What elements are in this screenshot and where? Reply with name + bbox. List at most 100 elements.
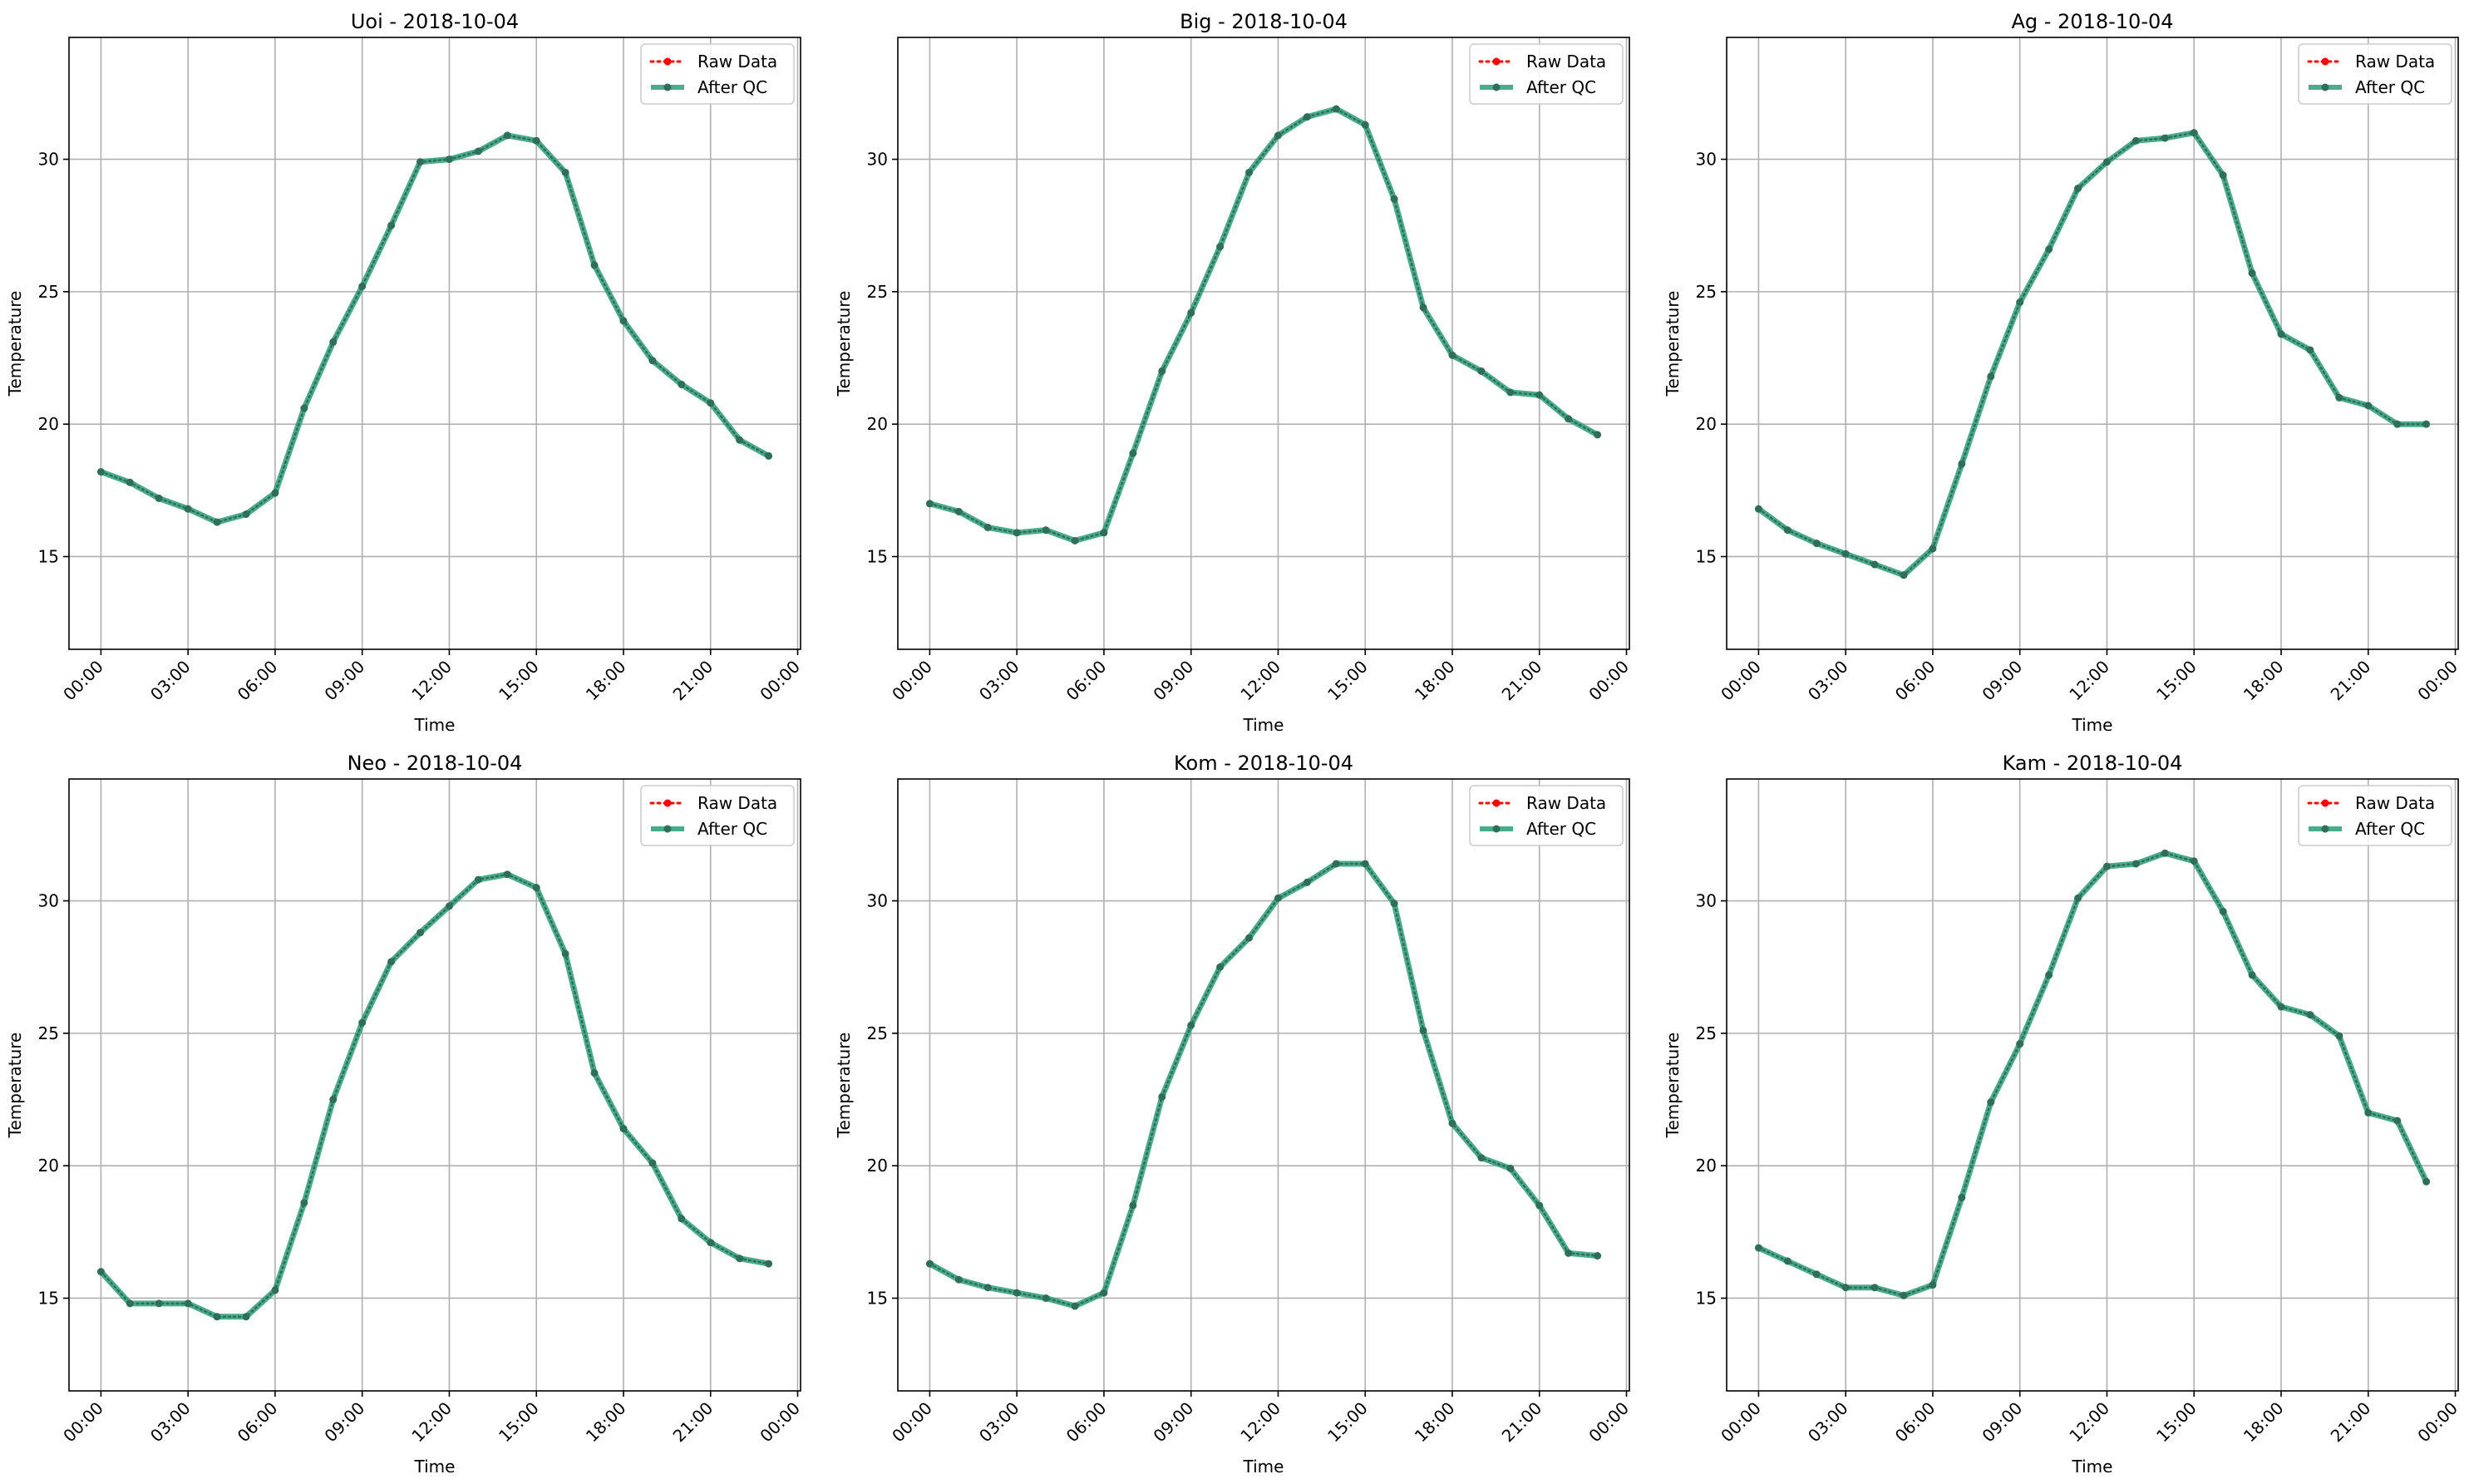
x-tick-label: 00:00 — [59, 1398, 107, 1447]
chart-title: Kom - 2018-10-04 — [1174, 752, 1353, 775]
data-point — [1958, 1193, 1966, 1201]
data-point — [242, 1313, 250, 1321]
legend: Raw Data After QC — [640, 43, 795, 105]
data-point — [1841, 550, 1850, 558]
legend-marker-raw-data — [663, 799, 672, 807]
legend: Raw Data After QC — [2298, 785, 2452, 846]
x-tick-label: 21:00 — [2327, 657, 2375, 705]
y-tick-label: 20 — [867, 1156, 888, 1176]
data-point — [1900, 1291, 1908, 1299]
data-point — [213, 518, 221, 526]
data-point — [2016, 298, 2024, 307]
x-tick-label: 18:00 — [2240, 657, 2288, 705]
data-point — [1332, 860, 1340, 868]
data-point — [1594, 431, 1602, 439]
y-tick-label: 25 — [867, 282, 888, 302]
y-axis-label: Temperature — [834, 1033, 854, 1139]
x-tick-label: 00:00 — [756, 1398, 804, 1447]
data-point — [2306, 1011, 2314, 1019]
legend: Raw Data After QC — [1469, 785, 1624, 846]
y-tick-label: 30 — [1696, 150, 1717, 170]
x-tick-label: 15:00 — [495, 657, 543, 705]
x-tick-label: 15:00 — [1323, 657, 1372, 705]
legend-label-after-qc: After QC — [2355, 819, 2425, 839]
data-point — [1565, 415, 1573, 423]
data-point — [96, 468, 105, 476]
data-point — [213, 1313, 221, 1321]
y-tick-label: 25 — [38, 1023, 59, 1043]
legend-label-raw-data: Raw Data — [697, 52, 777, 71]
legend-marker-after-qc — [663, 83, 672, 91]
x-tick-label: 12:00 — [2065, 657, 2113, 705]
x-tick-label: 15:00 — [2152, 1398, 2201, 1447]
x-tick-label: 06:00 — [234, 657, 282, 705]
data-point — [2248, 269, 2256, 278]
data-point — [2393, 420, 2402, 428]
x-tick-label: 09:00 — [321, 657, 369, 705]
series-line-after-qc — [100, 132, 771, 525]
data-point — [2364, 402, 2373, 410]
x-tick-label: 18:00 — [582, 1398, 630, 1447]
data-point — [329, 1096, 338, 1104]
x-tick-label: 00:00 — [1717, 657, 1765, 705]
x-tick-label: 00:00 — [888, 657, 936, 705]
data-point — [1594, 1252, 1602, 1260]
data-point — [561, 168, 569, 176]
data-point — [96, 1268, 105, 1276]
data-point — [329, 338, 338, 346]
x-tick-label: 12:00 — [2065, 1398, 2113, 1447]
x-tick-label: 00:00 — [888, 1398, 936, 1447]
data-point — [1274, 894, 1282, 902]
data-point — [358, 1018, 367, 1027]
legend-marker-after-qc — [1492, 83, 1501, 91]
data-point — [126, 1299, 134, 1308]
y-tick-label: 15 — [1696, 1288, 1717, 1308]
data-point — [2190, 857, 2198, 865]
data-point — [1754, 1244, 1762, 1252]
legend-label-after-qc: After QC — [697, 77, 767, 97]
subplot-2: 00:00 03:00 06:00 09:00 12:00 15:00 18:00 21:00… — [834, 10, 1633, 735]
x-tick-label: 15:00 — [2152, 657, 2201, 705]
series-line-raw-data — [1757, 851, 2427, 1297]
data-point — [1535, 1201, 1544, 1210]
data-point — [2045, 245, 2053, 254]
data-point — [387, 221, 396, 229]
data-point — [983, 1284, 992, 1292]
x-axis-label: Time — [414, 715, 456, 735]
data-point — [954, 1275, 963, 1284]
data-point — [445, 902, 453, 910]
y-tick-label: 15 — [867, 1288, 888, 1308]
y-axis-label: Temperature — [5, 1033, 25, 1139]
data-point — [387, 958, 396, 966]
data-point — [126, 478, 134, 486]
x-tick-label: 09:00 — [1979, 1398, 2027, 1447]
data-point — [271, 1286, 279, 1294]
legend-label-raw-data: Raw Data — [1526, 793, 1606, 813]
legend-label-after-qc: After QC — [1526, 77, 1596, 97]
data-point — [2277, 1003, 2285, 1011]
data-point — [2422, 1177, 2431, 1186]
x-tick-label: 12:00 — [1236, 657, 1284, 705]
y-tick-label: 15 — [38, 546, 59, 566]
x-tick-label: 03:00 — [975, 657, 1023, 705]
legend-label-raw-data: Raw Data — [2355, 52, 2435, 71]
data-point — [184, 1299, 192, 1308]
data-point — [532, 884, 540, 892]
plot-frame — [1726, 37, 2459, 650]
y-tick-label: 20 — [1696, 1156, 1717, 1176]
plot-frame — [897, 37, 1630, 650]
data-point — [2364, 1108, 2373, 1117]
chart-title: Kam - 2018-10-04 — [2003, 752, 2183, 775]
data-point — [1100, 1289, 1108, 1297]
data-point — [2393, 1117, 2402, 1125]
data-point — [1900, 571, 1908, 579]
x-tick-label: 03:00 — [146, 657, 195, 705]
data-point — [2335, 1032, 2343, 1040]
y-axis-label: Temperature — [1663, 291, 1683, 397]
x-tick-label: 09:00 — [1979, 657, 2027, 705]
data-point — [1929, 1281, 1937, 1289]
legend-label-after-qc: After QC — [2355, 77, 2425, 97]
data-point — [1216, 243, 1225, 251]
x-tick-label: 00:00 — [59, 657, 107, 705]
data-point — [1783, 1257, 1791, 1265]
